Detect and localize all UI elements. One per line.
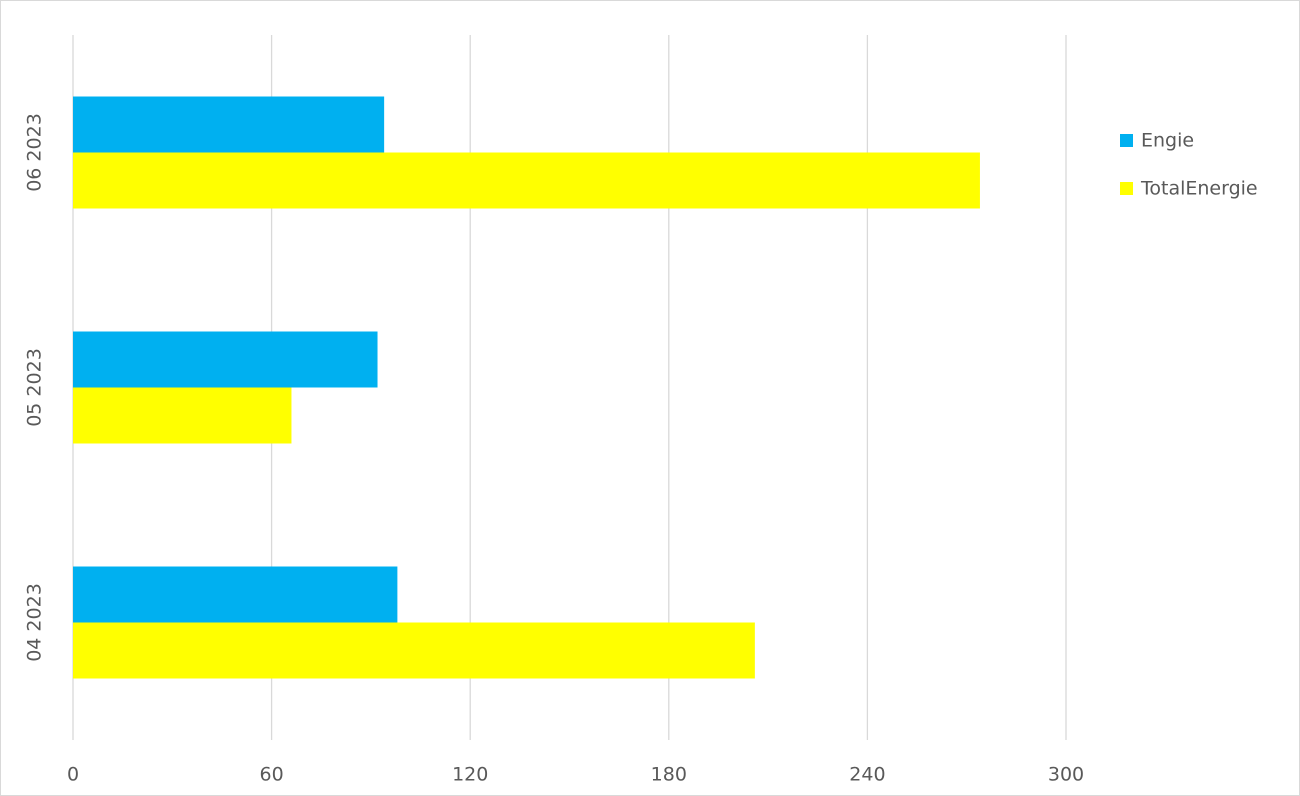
legend-label: Engie <box>1141 130 1194 152</box>
bar <box>73 566 398 623</box>
x-tick-label: 60 <box>260 764 284 786</box>
legend-swatch <box>1120 182 1133 195</box>
x-tick-label: 300 <box>1048 764 1084 786</box>
y-tick-label: 06 2023 <box>24 113 46 192</box>
bar <box>73 622 755 679</box>
bar <box>73 96 385 153</box>
x-tick-label: 240 <box>849 764 885 786</box>
x-tick-label: 0 <box>67 764 79 786</box>
y-tick-label: 05 2023 <box>24 348 46 427</box>
x-tick-label: 180 <box>651 764 687 786</box>
legend-label: TotalEnergie <box>1140 178 1258 200</box>
bar <box>73 331 378 388</box>
bar <box>73 387 292 444</box>
y-tick-label: 04 2023 <box>24 583 46 662</box>
bar <box>73 152 980 209</box>
x-tick-label: 120 <box>452 764 488 786</box>
legend-swatch <box>1120 134 1133 147</box>
